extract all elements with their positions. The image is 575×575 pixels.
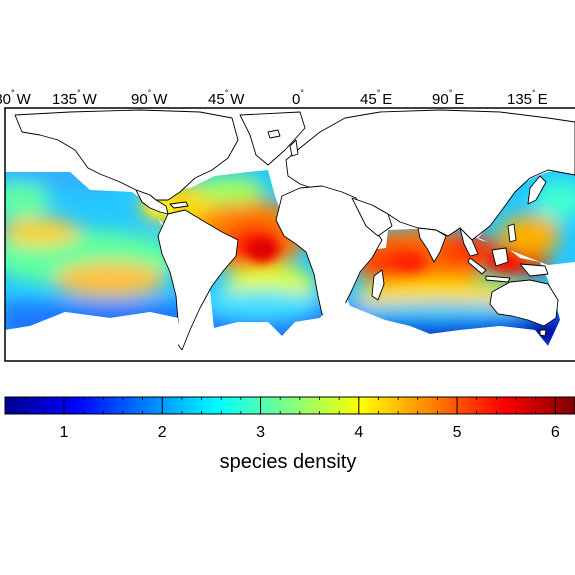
colorbar-tick-label-6: 6 [551, 424, 560, 441]
no-data-regions [5, 298, 575, 361]
greenland-landmass [239, 111, 306, 166]
madagascar-island [371, 269, 385, 301]
africa-landmass [275, 185, 383, 319]
colorbar: 1 2 3 4 5 6 species density [4, 396, 575, 473]
colorbar-gradient [4, 396, 575, 415]
borneo-island [491, 247, 509, 267]
longitude-axis: 180°W 135°W 90°W 45°W 0° 45°E 90°E 135°E [0, 88, 548, 108]
lon-label-90w: 90° W [131, 88, 168, 108]
lon-label-90e: 90° E [432, 88, 464, 108]
new-guinea-island [519, 263, 549, 277]
colorbar-tick-label-5: 5 [453, 424, 462, 441]
lon-label-135w: 135° W [52, 88, 98, 108]
japan-island [527, 175, 547, 205]
colorbar-ticks [4, 397, 575, 414]
caribbean-islands [169, 201, 189, 209]
philippines-island [507, 223, 517, 243]
coastlines [5, 109, 575, 361]
british-isles [289, 139, 299, 157]
colorbar-title: species density [220, 451, 357, 473]
map-plot-area [5, 108, 575, 361]
north-america-landmass [14, 109, 239, 201]
tasmania-island [539, 329, 547, 337]
lon-label-0: 0° [292, 88, 304, 108]
lon-label-180w: 180°W [0, 88, 32, 108]
iceland-island [267, 129, 281, 139]
colorbar-tick-labels: 1 2 3 4 5 6 [60, 424, 560, 441]
colorbar-tick-label-4: 4 [354, 424, 363, 441]
lon-label-45e: 45° E [360, 88, 392, 108]
australia-landmass [489, 279, 559, 327]
colorbar-tick-label-2: 2 [158, 424, 167, 441]
lon-label-135e: 135° E [507, 88, 548, 108]
java-island [485, 275, 511, 283]
map-frame [4, 107, 575, 362]
south-america-landmass [157, 209, 239, 351]
colorbar-tick-label-1: 1 [60, 424, 69, 441]
colorbar-tick-label-3: 3 [256, 424, 265, 441]
indian-subcontinent [417, 227, 447, 263]
indochina-landmass [459, 227, 479, 257]
sumatra-island [467, 257, 487, 275]
lon-label-45w: 45° W [208, 88, 245, 108]
arabian-peninsula [351, 197, 393, 237]
